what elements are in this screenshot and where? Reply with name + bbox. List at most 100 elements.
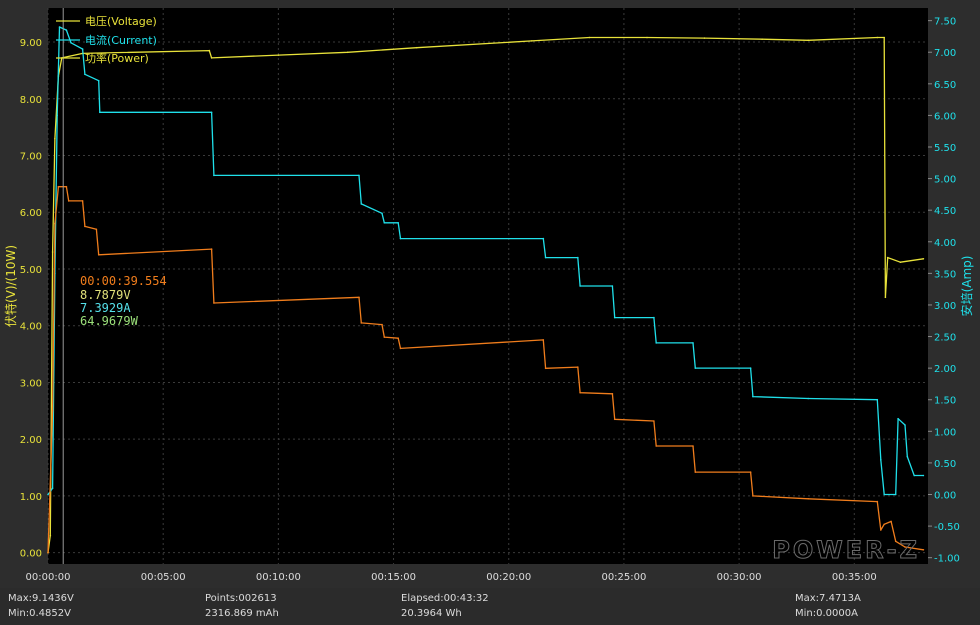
series-voltage-point <box>922 258 925 260</box>
series-voltage-point <box>277 54 280 56</box>
series-power-point <box>890 520 892 523</box>
series-current-point <box>904 424 906 426</box>
energy: 20.3964 Wh <box>401 608 462 619</box>
y-right-tick-label: -0.50 <box>934 522 960 533</box>
series-current-point <box>883 493 885 496</box>
series-power-point <box>65 185 68 188</box>
legend: 电压(Voltage) 电流(Current) 功率(Power) <box>56 15 157 65</box>
y-right-tick-label: 0.00 <box>934 491 956 502</box>
series-current-point <box>544 256 547 259</box>
series-power-point <box>904 546 906 548</box>
x-tick-label: 00:25:00 <box>601 572 646 583</box>
series-voltage-point <box>531 40 533 42</box>
series-power-point <box>611 393 614 395</box>
y-right-tick-label: 0.50 <box>934 459 956 470</box>
series-power-point <box>692 445 694 447</box>
series-current-point <box>383 222 386 224</box>
series-power-point <box>655 445 657 447</box>
max-voltage: Max:9.1436V <box>8 593 74 604</box>
plot-area <box>48 8 928 564</box>
y-right-tick-label: 5.50 <box>934 143 956 154</box>
y-right-tick-label: 7.00 <box>934 48 956 59</box>
series-voltage-point <box>49 534 52 537</box>
series-current-point <box>752 395 754 398</box>
series-power-point <box>876 500 879 503</box>
series-current-point <box>399 237 402 240</box>
series-current-point <box>579 285 581 287</box>
cursor-current: 7.3929A <box>80 301 131 315</box>
series-current-point <box>99 111 101 114</box>
series-current-point <box>807 397 809 400</box>
series-power-point <box>67 200 70 202</box>
series-power-point <box>653 420 655 422</box>
x-tick-label: 00:30:00 <box>717 572 762 583</box>
y-right-axis-title: 安培(Amp) <box>959 256 974 317</box>
series-voltage-point <box>883 36 885 39</box>
y-right-tick-label: -1.00 <box>934 554 960 565</box>
series-power-point <box>360 322 363 324</box>
series-voltage-point <box>703 37 706 39</box>
series-current-point <box>381 212 383 215</box>
series-voltage-point <box>210 57 213 59</box>
watermark-logo: POWER-Z <box>772 536 920 564</box>
cursor-voltage: 8.7879V <box>80 288 131 302</box>
y-right-tick-label: 1.00 <box>934 427 956 438</box>
y-right-tick-label: 5.00 <box>934 175 956 186</box>
series-current-point <box>922 474 925 477</box>
elapsed-time: Elapsed:00:43:32 <box>401 593 489 604</box>
series-voltage-point <box>208 49 211 52</box>
series <box>47 26 925 554</box>
y-left-tick-label: 8.00 <box>20 95 42 106</box>
series-voltage-point <box>761 38 763 40</box>
max-current: Max:7.4713A <box>795 593 861 604</box>
y-right-tick-label: 6.00 <box>934 111 956 122</box>
y-right-tick-label: 2.00 <box>934 364 956 375</box>
series-power-point <box>613 418 616 421</box>
y-left-tick-label: 7.00 <box>20 152 42 163</box>
series-power-point <box>383 336 386 338</box>
series-current-point <box>577 256 579 259</box>
points-count: Points:002613 <box>205 593 277 604</box>
series-power-point <box>397 337 400 340</box>
y-left-axis-title: 伏特(V)/(10W) <box>3 245 18 327</box>
x-tick-label: 00:15:00 <box>371 572 416 583</box>
series-current-point <box>613 316 616 319</box>
series-current-point <box>360 203 363 205</box>
series-power-point <box>807 498 809 500</box>
series-power-point <box>399 347 402 350</box>
series-current-point <box>897 417 899 420</box>
series-current-point <box>876 398 879 401</box>
series-power-point <box>880 529 882 531</box>
capacity: 2316.869 mAh <box>205 608 279 619</box>
y-right-tick-label: 4.50 <box>934 206 956 217</box>
series-current-point <box>692 342 694 344</box>
y-right-tick-label: 6.50 <box>934 80 956 91</box>
series-current-point <box>81 48 84 50</box>
series-voltage-point <box>54 137 56 140</box>
y-right-tick-label: 4.00 <box>934 238 956 249</box>
cursor-readout: 00:00:39.554 8.7879V 7.3929A 64.9679W <box>80 274 167 328</box>
series-current-point <box>913 474 915 477</box>
series-current-point <box>611 285 614 287</box>
legend-current-label: 电流(Current) <box>85 33 157 47</box>
series-current-point <box>84 73 86 76</box>
min-current: Min:0.0000A <box>795 608 858 619</box>
series-power-point <box>894 540 897 543</box>
series-power-point <box>54 222 56 225</box>
series-power-point <box>81 200 84 202</box>
y-left-tick-label: 3.00 <box>20 378 42 389</box>
series-current-point <box>749 367 752 369</box>
series-current-point <box>358 174 360 177</box>
series-power-point <box>210 248 213 250</box>
series-power-point <box>577 366 579 368</box>
series-power-point <box>749 471 752 473</box>
series-power-point <box>922 549 925 551</box>
series-current-point <box>51 487 54 490</box>
series-current-point <box>880 459 882 461</box>
series-voltage-point <box>51 251 54 253</box>
y-left-tick-label: 5.00 <box>20 265 42 276</box>
y-left-tick-label: 2.00 <box>20 435 42 446</box>
series-current-point <box>894 493 897 496</box>
series-voltage-point <box>588 36 591 39</box>
